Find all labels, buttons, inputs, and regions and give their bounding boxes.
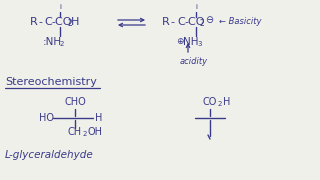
Text: CO: CO — [203, 97, 217, 107]
Text: acidity: acidity — [180, 57, 208, 66]
Text: HO: HO — [39, 113, 54, 123]
Text: i: i — [59, 4, 61, 10]
Text: CH: CH — [68, 127, 82, 137]
Text: ⊖: ⊖ — [205, 15, 213, 25]
Text: OH: OH — [88, 127, 103, 137]
Text: NH: NH — [183, 37, 198, 47]
Text: i: i — [195, 4, 197, 10]
Text: 2: 2 — [218, 101, 222, 107]
Text: H: H — [71, 17, 79, 27]
Text: -CO: -CO — [184, 17, 204, 27]
Text: CHO: CHO — [64, 97, 86, 107]
Text: -CO: -CO — [51, 17, 71, 27]
Text: 3: 3 — [197, 41, 202, 47]
Text: 2: 2 — [67, 19, 72, 28]
Text: R: R — [162, 17, 170, 27]
Text: R: R — [30, 17, 38, 27]
Text: 2: 2 — [83, 131, 87, 137]
Text: :NH: :NH — [43, 37, 62, 47]
Text: C: C — [44, 17, 52, 27]
Text: 2: 2 — [60, 41, 64, 47]
Text: -: - — [38, 17, 42, 27]
Text: L-glyceraldehyde: L-glyceraldehyde — [5, 150, 94, 160]
Text: 2: 2 — [200, 19, 205, 28]
Text: ⊕: ⊕ — [176, 37, 183, 46]
Text: H: H — [223, 97, 230, 107]
Text: ← Basicity: ← Basicity — [219, 17, 261, 26]
Text: C: C — [177, 17, 185, 27]
Text: H: H — [95, 113, 102, 123]
Text: Stereochemistry: Stereochemistry — [5, 77, 97, 87]
Text: -: - — [170, 17, 174, 27]
